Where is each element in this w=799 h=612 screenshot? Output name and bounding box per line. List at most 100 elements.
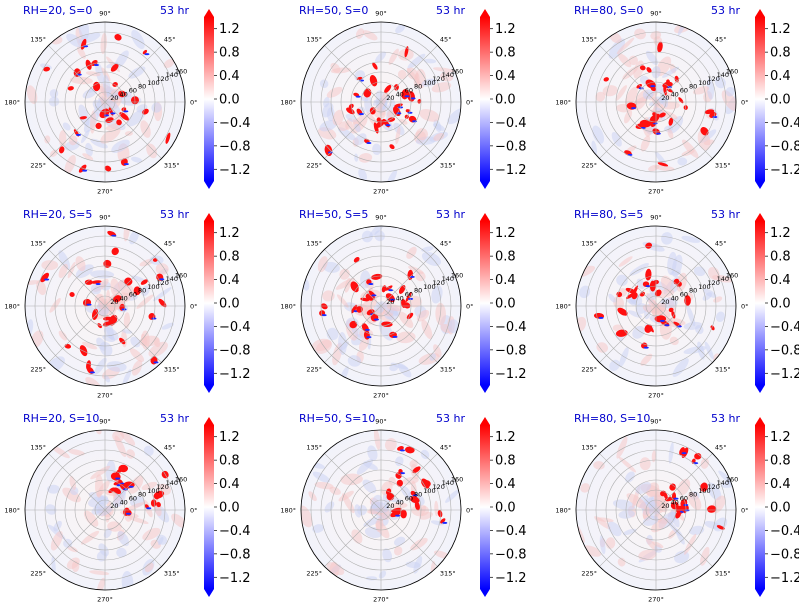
- angular-gridline: [104, 453, 162, 511]
- field-cell: [119, 112, 129, 121]
- colorbar-tick-label: −1.2: [495, 571, 527, 586]
- field-blob: [700, 458, 709, 469]
- angle-tick-label: 180°: [280, 303, 296, 311]
- field-blob: [82, 153, 94, 161]
- angular-gridline: [599, 101, 657, 159]
- field-cell: [716, 525, 725, 530]
- angular-gridline: [599, 305, 657, 363]
- field-blob: [354, 133, 367, 146]
- radial-tick-label: 160: [175, 475, 187, 483]
- radial-tick-label: 60: [680, 291, 688, 299]
- radial-tick-label: 60: [405, 291, 413, 299]
- field-blob: [623, 109, 633, 124]
- field-cell: [639, 65, 646, 71]
- field-cell: [371, 273, 383, 280]
- angle-tick-label: 45°: [164, 240, 176, 248]
- field-cell: [404, 446, 415, 454]
- colorbar-tick-label: −0.8: [219, 343, 251, 358]
- field-cell: [93, 81, 101, 92]
- field-cell: [646, 67, 652, 73]
- panel-time-label: 53 hr: [436, 208, 465, 221]
- colorbar-tick-label: −0.4: [219, 116, 251, 131]
- colorbar-extend-max: [480, 213, 490, 221]
- polar-frame: [24, 21, 186, 183]
- field-cell: [153, 490, 165, 499]
- field-cell: [410, 97, 416, 100]
- field-blob: [339, 341, 349, 351]
- field-blob: [319, 79, 329, 89]
- angle-tick-label: 135°: [306, 240, 322, 248]
- field-cell: [384, 84, 392, 93]
- field-blob: [580, 483, 591, 493]
- radial-tick-label: 40: [670, 294, 678, 302]
- field-blob: [69, 486, 79, 496]
- angle-tick-label: 270°: [373, 188, 389, 196]
- field-cell: [372, 62, 378, 70]
- colorbar-tick-label: 0.4: [770, 273, 791, 288]
- field-blob: [594, 516, 611, 530]
- field-blob: [369, 226, 387, 238]
- field-cell: [666, 79, 670, 84]
- angle-tick-label: 225°: [306, 365, 322, 373]
- colorbar-tick-label: −0.8: [495, 547, 527, 562]
- field-cell: [676, 325, 682, 328]
- field-cell: [114, 34, 122, 41]
- colorbar-extend-min: [480, 385, 490, 393]
- field-cell: [355, 95, 361, 98]
- colorbar-extend-min: [480, 181, 490, 189]
- field-cell: [673, 497, 679, 500]
- field-cell: [79, 116, 87, 120]
- colorbar-gradient: [480, 17, 490, 181]
- field-cell: [58, 146, 65, 154]
- field-blob: [433, 133, 445, 141]
- field-cell: [119, 337, 126, 345]
- field-blob: [447, 107, 461, 125]
- angle-tick-label: 45°: [440, 36, 452, 44]
- angular-gridline: [48, 101, 106, 159]
- radial-tick-label: 160: [451, 67, 463, 75]
- colorbar-tick-label: −0.4: [495, 320, 527, 335]
- radial-tick-label: 120: [707, 75, 719, 83]
- radial-tick-label: 120: [707, 483, 719, 491]
- field-blob: [675, 528, 685, 545]
- field-blob: [354, 123, 361, 133]
- angle-tick-label: 270°: [97, 596, 113, 604]
- field-cell: [152, 258, 158, 262]
- radial-tick-label: 140: [166, 275, 178, 283]
- radial-tick-label: 60: [680, 87, 688, 95]
- field-blob: [382, 548, 392, 563]
- radial-tick-label: 80: [689, 491, 697, 499]
- angle-tick-label: 0°: [466, 303, 473, 311]
- field-blob: [308, 491, 317, 502]
- field-cell: [405, 291, 412, 303]
- polar-frame: [300, 429, 462, 591]
- radial-tick-label: 40: [670, 498, 678, 506]
- radial-tick-label: 140: [717, 71, 729, 79]
- field-blob: [105, 122, 121, 130]
- field-blob: [373, 430, 381, 450]
- field-blob: [99, 341, 113, 356]
- radial-tick-label: 120: [707, 279, 719, 287]
- radial-tick-label: 140: [717, 275, 729, 283]
- radial-tick-label: 20: [110, 502, 118, 510]
- field-cell: [657, 162, 669, 167]
- angle-tick-label: 270°: [648, 188, 664, 196]
- angle-tick-label: 270°: [648, 596, 664, 604]
- field-blob: [312, 524, 325, 533]
- radial-tick-label: 100: [698, 487, 710, 495]
- field-cell: [321, 314, 327, 317]
- field-blob: [362, 479, 377, 494]
- field-cell: [712, 115, 718, 118]
- radial-tick-label: 160: [726, 67, 738, 75]
- field-blob: [640, 135, 651, 152]
- colorbar-tick-label: 0.8: [495, 454, 516, 469]
- radial-tick-label: 40: [395, 90, 403, 98]
- field-texture: [591, 22, 736, 172]
- field-blob: [406, 246, 417, 259]
- field-blob: [312, 471, 330, 483]
- radial-tick-label: 160: [451, 271, 463, 279]
- field-cell: [410, 496, 420, 504]
- angle-tick-label: 315°: [440, 161, 456, 169]
